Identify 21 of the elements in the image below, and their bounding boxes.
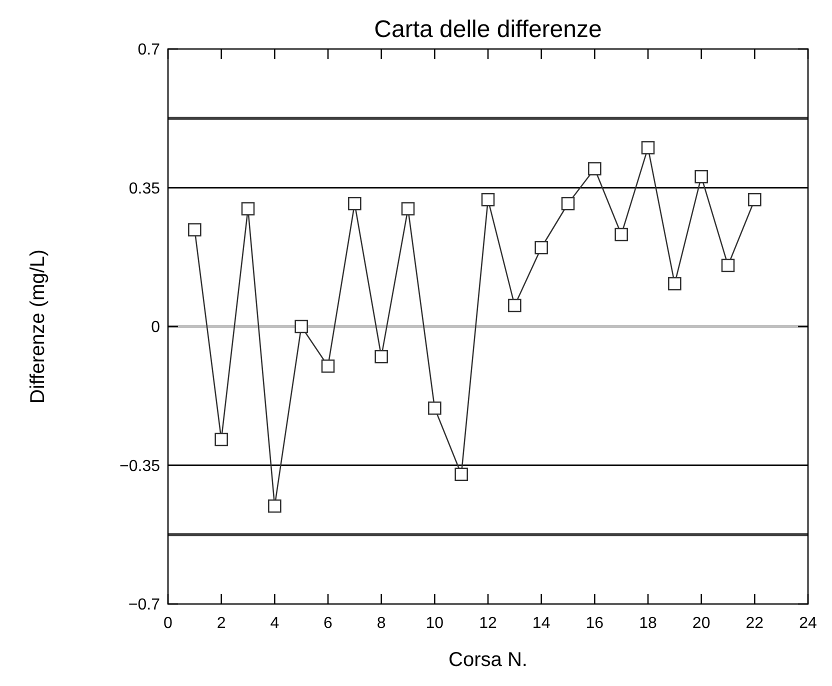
x-tick-label: 8 (376, 615, 386, 632)
x-tick-label: 0 (164, 615, 173, 632)
y-axis-title: Differenze (mg/L) (27, 249, 49, 404)
y-tick-label: −0.7 (128, 596, 160, 614)
x-tick-label: 18 (639, 615, 657, 632)
x-tick-label: 16 (586, 615, 604, 632)
y-tick-label: 0 (151, 319, 160, 336)
y-tick-label: −0.35 (120, 458, 160, 475)
y-tick-label: 0.35 (128, 180, 160, 198)
x-tick-label: 10 (426, 615, 444, 632)
x-tick-label: 24 (799, 615, 817, 632)
x-tick-label: 14 (532, 615, 550, 632)
x-tick-label: 2 (216, 615, 226, 632)
x-tick-label: 12 (479, 615, 497, 632)
x-axis-title: Corsa N. (448, 649, 528, 671)
x-tick-label: 4 (270, 615, 280, 632)
x-tick-label: 22 (746, 615, 764, 632)
chart-title: Carta delle differenze (374, 16, 602, 43)
x-tick-label: 6 (324, 615, 333, 632)
y-tick-label: 0.7 (138, 42, 160, 59)
x-tick-label: 20 (692, 615, 710, 632)
